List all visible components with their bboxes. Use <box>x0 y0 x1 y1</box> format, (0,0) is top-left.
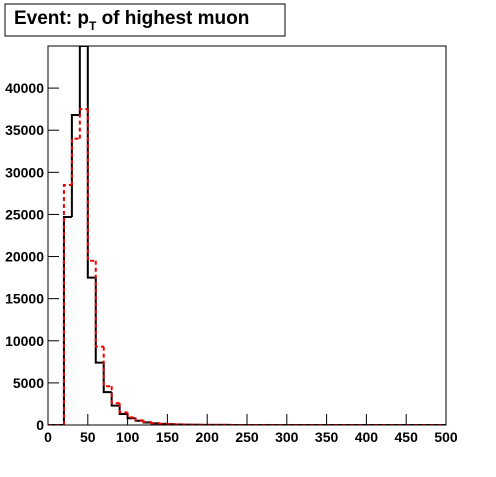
y-tick-label: 0 <box>36 417 44 433</box>
x-tick-label: 300 <box>275 429 299 445</box>
x-tick-label: 500 <box>434 429 458 445</box>
x-tick-label: 400 <box>355 429 379 445</box>
y-tick-label: 10000 <box>5 333 44 349</box>
x-tick-label: 50 <box>80 429 96 445</box>
y-tick-label: 40000 <box>5 80 44 96</box>
x-tick-label: 250 <box>235 429 259 445</box>
x-tick-label: 150 <box>156 429 180 445</box>
y-tick-label: 20000 <box>5 249 44 265</box>
title-text: of highest muon <box>96 8 249 29</box>
x-tick-label: 350 <box>315 429 339 445</box>
y-tick-label: 5000 <box>13 375 44 391</box>
y-tick-label: 30000 <box>5 164 44 180</box>
title-text: Event: p <box>14 8 89 29</box>
x-tick-label: 200 <box>196 429 220 445</box>
y-tick-label: 15000 <box>5 291 44 307</box>
x-tick-label: 0 <box>44 429 52 445</box>
x-tick-label: 100 <box>116 429 140 445</box>
y-tick-label: 35000 <box>5 122 44 138</box>
y-tick-label: 25000 <box>5 206 44 222</box>
x-tick-label: 450 <box>395 429 419 445</box>
